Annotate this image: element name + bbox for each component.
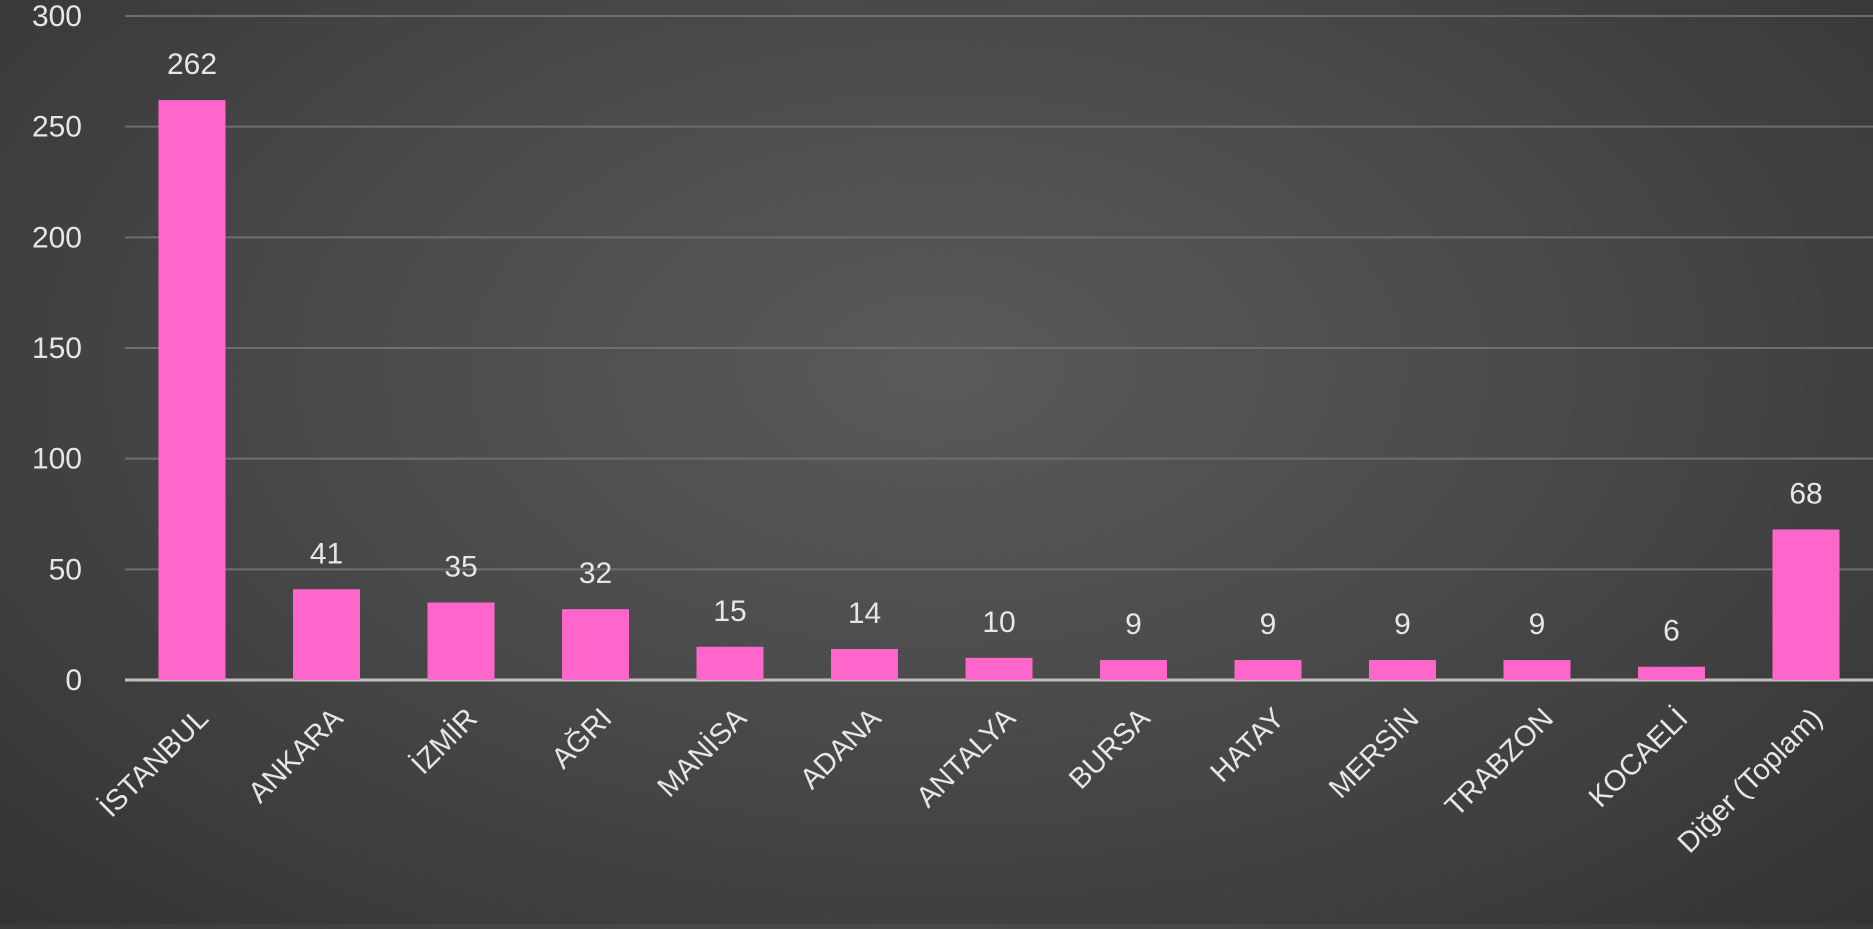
x-tick-label: HATAY — [1205, 702, 1291, 788]
x-tick-label: İSTANBUL — [93, 702, 215, 824]
bars — [158, 100, 1840, 680]
x-tick-label: ANTALYA — [910, 702, 1022, 814]
data-label: 14 — [848, 597, 881, 630]
y-axis: 0 50 100 150 200 250 300 — [32, 0, 82, 697]
y-tick-label: 0 — [65, 664, 82, 697]
bar — [293, 589, 360, 680]
y-tick-label: 300 — [32, 0, 82, 33]
x-tick-label: TRABZON — [1439, 702, 1560, 823]
y-tick-label: 50 — [49, 553, 82, 586]
data-label: 9 — [1260, 608, 1277, 641]
y-tick-label: 100 — [32, 443, 82, 476]
x-tick-label: İZMİR — [405, 702, 484, 781]
x-tick-label: ADANA — [794, 702, 888, 796]
bar — [1503, 660, 1571, 680]
data-label: 9 — [1529, 608, 1546, 641]
y-tick-label: 150 — [32, 332, 82, 365]
gridlines — [125, 15, 1873, 682]
bar — [1638, 666, 1705, 680]
bar — [562, 609, 629, 680]
data-label: 35 — [444, 551, 477, 584]
data-label: 32 — [579, 557, 612, 590]
bar — [1100, 660, 1167, 680]
data-label: 41 — [310, 537, 343, 570]
x-tick-label: ANKARA — [242, 702, 349, 809]
bar — [1772, 529, 1840, 680]
bar — [831, 649, 898, 680]
data-label: 10 — [982, 606, 1015, 639]
data-label: 68 — [1789, 477, 1822, 510]
x-tick-label: BURSA — [1063, 702, 1157, 796]
bar — [427, 602, 495, 680]
x-tick-label: AĞRI — [545, 702, 618, 775]
data-label: 9 — [1125, 608, 1142, 641]
y-tick-label: 200 — [32, 221, 82, 254]
x-axis: İSTANBUL ANKARA İZMİR AĞRI MANİSA ADANA ANTALY… — [93, 701, 1829, 859]
data-label: 9 — [1394, 608, 1411, 641]
bar — [1369, 660, 1436, 680]
x-tick-label: MANİSA — [651, 701, 753, 803]
x-tick-label: MERSİN — [1322, 702, 1425, 805]
data-label: 15 — [713, 595, 746, 628]
x-tick-label: Diğer (Toplam) — [1672, 702, 1829, 859]
data-label: 6 — [1663, 615, 1680, 648]
bar — [1234, 660, 1302, 680]
data-label: 262 — [167, 48, 217, 81]
bar — [696, 646, 764, 680]
x-tick-label: KOCAELİ — [1582, 702, 1694, 814]
y-tick-label: 250 — [32, 111, 82, 144]
bar — [965, 657, 1033, 680]
data-labels: 262 41 35 32 15 14 10 9 9 9 9 6 68 — [167, 48, 1823, 648]
bar — [158, 100, 226, 680]
